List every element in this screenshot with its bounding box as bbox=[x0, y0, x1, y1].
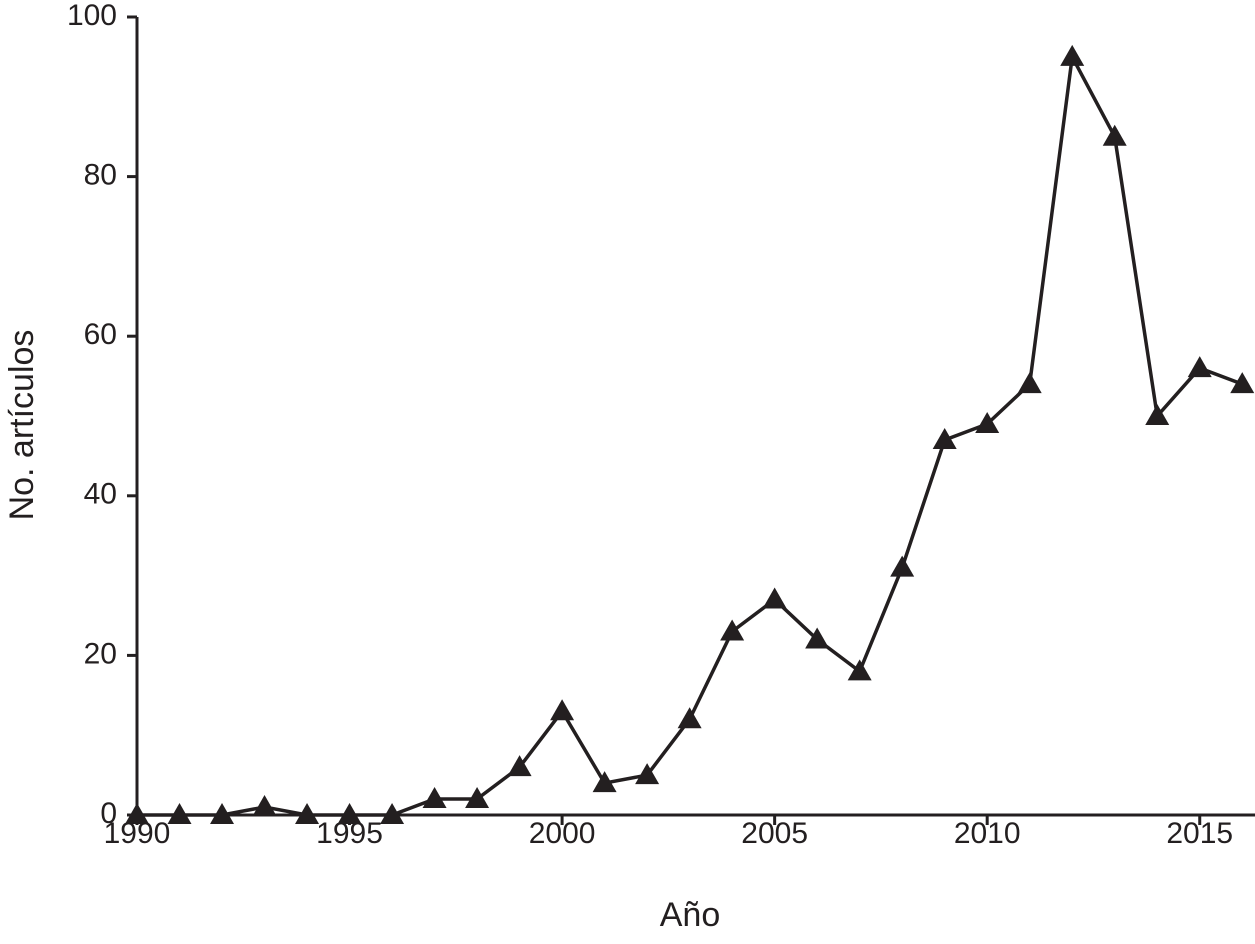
marker bbox=[1230, 372, 1255, 394]
marker bbox=[167, 803, 192, 824]
marker bbox=[1145, 404, 1170, 425]
marker bbox=[677, 707, 702, 729]
marker bbox=[337, 803, 362, 824]
line bbox=[137, 51, 1243, 817]
marker bbox=[1187, 356, 1212, 378]
marker bbox=[380, 803, 405, 824]
marker bbox=[252, 795, 277, 817]
marker bbox=[635, 763, 660, 785]
marker bbox=[1060, 44, 1085, 66]
x-axis-title: Año bbox=[660, 896, 721, 934]
marker bbox=[890, 555, 915, 577]
marker bbox=[847, 659, 872, 681]
marker bbox=[975, 411, 1000, 433]
y-tick-label: 40 bbox=[84, 478, 117, 511]
x-tick-label: 2010 bbox=[954, 817, 1021, 850]
x-tick-label: 2015 bbox=[1166, 817, 1233, 850]
marker bbox=[1102, 124, 1127, 146]
marker bbox=[210, 803, 235, 824]
marker bbox=[295, 803, 320, 824]
y-tick-label: 60 bbox=[84, 318, 117, 351]
marker bbox=[465, 787, 490, 809]
marker bbox=[550, 699, 575, 721]
marker bbox=[805, 627, 830, 649]
marker bbox=[1017, 372, 1042, 394]
marker bbox=[507, 755, 532, 777]
marker bbox=[592, 771, 617, 793]
y-tick-label: 80 bbox=[84, 159, 117, 192]
y-tick-label: 0 bbox=[100, 797, 117, 830]
y-tick-label: 100 bbox=[67, 0, 117, 32]
x-tick-label: 2005 bbox=[741, 817, 808, 850]
marker bbox=[762, 587, 787, 609]
marker bbox=[932, 427, 957, 449]
marker bbox=[720, 619, 745, 641]
y-axis-title: No. artículos bbox=[3, 330, 41, 521]
y-tick-label: 20 bbox=[84, 637, 117, 670]
marker bbox=[125, 803, 149, 824]
x-tick-label: 2000 bbox=[529, 817, 596, 850]
marker bbox=[422, 787, 447, 809]
